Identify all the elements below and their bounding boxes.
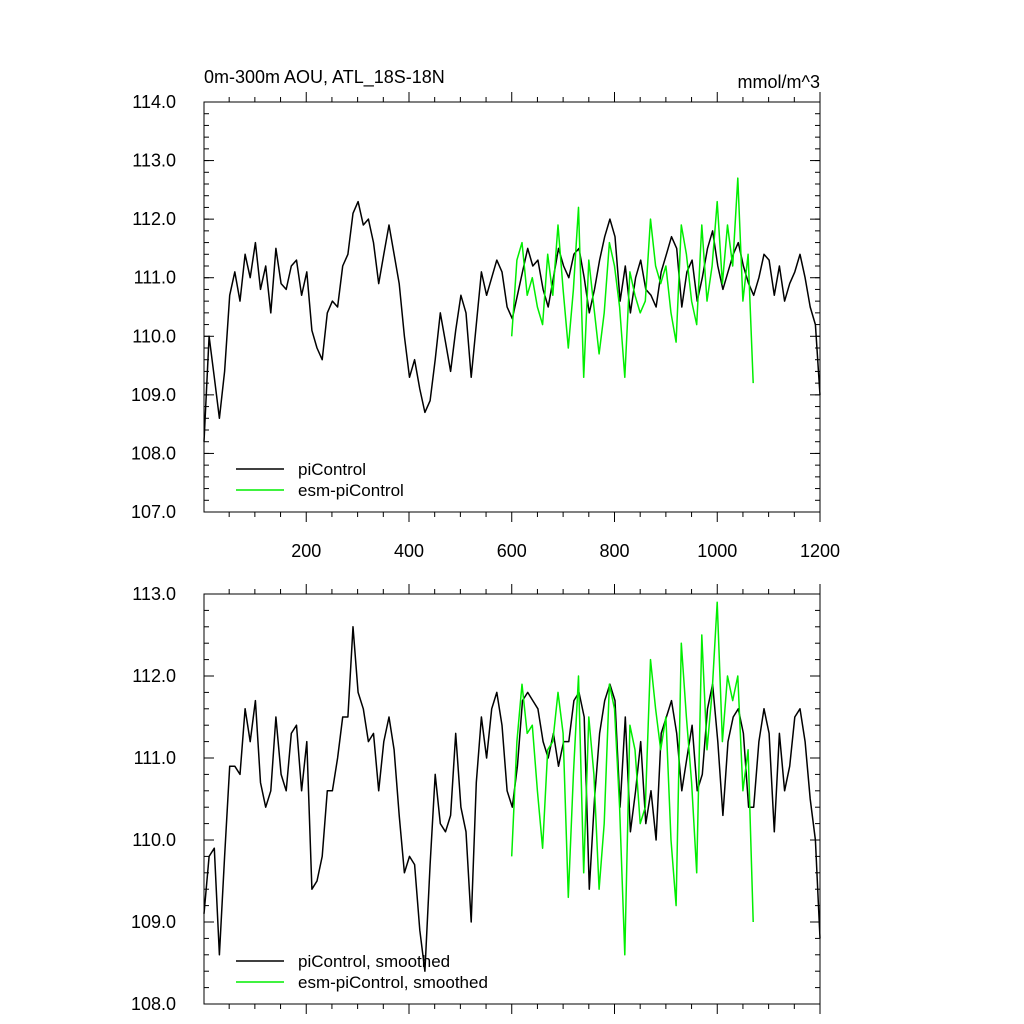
chart-title: 0m-300m AOU, ATL_18S-18N [204,67,445,88]
units-label: mmol/m^3 [738,72,820,92]
top-series-line-esm-picontrol [510,177,754,384]
top-panel: 0m-300m AOU, ATL_18S-18N mmol/m^3 107.01… [131,67,840,561]
top-xtick-label: 800 [599,541,629,561]
bottom-legend: piControl, smoothed esm-piControl, smoot… [236,952,488,992]
top-ytick-label: 108.0 [131,443,176,463]
bottom-panel: 108.0 109.0 110.0 111.0 112.0 113.0 piControl… [131,584,821,1014]
top-ytick-label: 112.0 [132,209,176,229]
top-series-group [203,177,821,442]
bottom-ytick-label: 109.0 [131,912,176,932]
top-ytick-label: 110.0 [132,326,176,346]
bottom-series-group [203,601,821,972]
legend-label-esm-piControl: esm-piControl [298,481,404,500]
legend-label-piControl-smoothed: piControl, smoothed [298,952,450,971]
top-ytick-label: 113.0 [132,151,176,171]
top-ytick-label: 111.0 [134,268,176,288]
legend-label-piControl: piControl [298,460,366,479]
top-legend: piControl esm-piControl [236,460,404,500]
bottom-ytick-label: 111.0 [134,748,176,768]
top-plot-frame [203,101,821,513]
top-xtick-label: 1000 [697,541,737,561]
top-ytick-label: 109.0 [131,385,176,405]
bottom-ytick-label: 108.0 [131,994,176,1014]
bottom-ytick-label: 110.0 [132,830,176,850]
bottom-tick-group: 108.0 109.0 110.0 111.0 112.0 113.0 [131,584,821,1014]
bottom-ytick-label: 113.0 [132,584,176,604]
top-xtick-label: 600 [497,541,527,561]
top-ytick-label: 114.0 [132,92,176,112]
bottom-plot-frame [203,593,821,1005]
top-tick-group: 107.0 108.0 109.0 110.0 111.0 112.0 113.0 114.0… [131,92,840,561]
top-xtick-label: 1200 [800,541,840,561]
bottom-series-line-picontrol-smoothed [203,626,821,972]
legend-label-esm-piControl-smoothed: esm-piControl, smoothed [298,973,488,992]
bottom-ytick-label: 112.0 [132,666,176,686]
top-ytick-label: 107.0 [131,502,176,522]
top-xtick-label: 400 [394,541,424,561]
bottom-series-line-esm-picontrol-smoothed [510,601,754,956]
top-xtick-label: 200 [291,541,321,561]
